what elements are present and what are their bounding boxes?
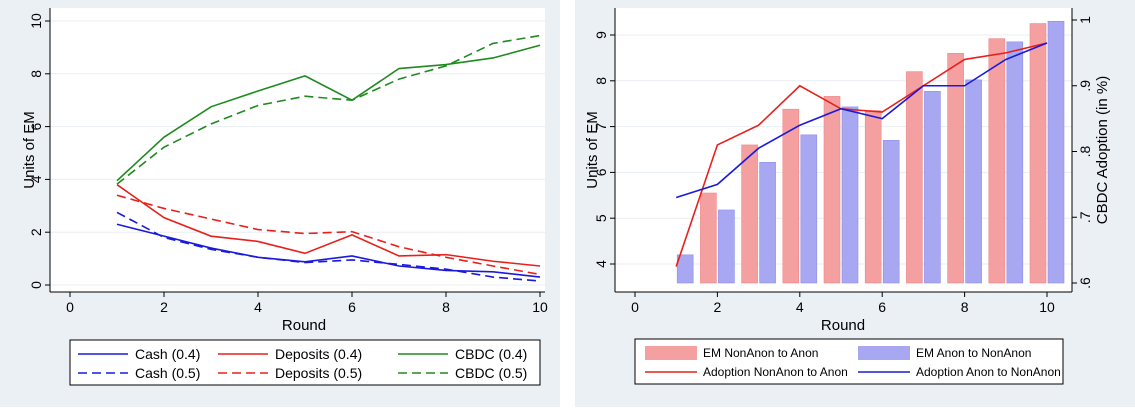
y-tick-label: 4 [593, 260, 609, 268]
y-tick-label: 0 [28, 281, 44, 289]
plot-area [50, 8, 545, 292]
legend-label: Cash (0.4) [135, 346, 200, 362]
bar [700, 192, 717, 284]
x-tick-label: 10 [532, 299, 548, 315]
x-tick-label: 4 [254, 299, 262, 315]
x-axis-label: Round [821, 317, 865, 334]
legend-label: EM Anon to NonAnon [916, 346, 1031, 360]
bar [718, 209, 735, 284]
legend-label: EM NonAnon to Anon [703, 346, 818, 360]
y-tick-label: 10 [28, 13, 44, 29]
series-line [675, 42, 1048, 199]
bar [988, 38, 1006, 284]
series-line [116, 211, 541, 282]
y-tick-label: 6 [593, 168, 609, 176]
x-axis-label: Round [282, 317, 326, 334]
y-tick-label: 6 [28, 122, 44, 130]
y2-tick-label: .9 [1077, 80, 1093, 92]
bar [759, 162, 776, 284]
y2-axis-label: CBDC Adoption (in %) [1094, 76, 1111, 224]
legend-box [69, 339, 541, 386]
series-line [116, 44, 541, 182]
x-tick-label: 2 [714, 299, 722, 315]
bar [924, 91, 941, 284]
bar [947, 53, 964, 284]
legend-label: Deposits (0.4) [275, 346, 362, 362]
bar [882, 140, 900, 284]
y2-tick-label: .7 [1077, 211, 1093, 223]
legend-label: Adoption Anon to NonAnon [916, 365, 1061, 379]
bar [1029, 23, 1047, 284]
series-line [116, 34, 541, 185]
x-tick-label: 4 [796, 299, 804, 315]
series-line [116, 184, 541, 267]
bar [906, 71, 923, 284]
y2-tick-label: .8 [1077, 145, 1093, 157]
series-line [675, 42, 1048, 267]
bar [1047, 20, 1065, 284]
left-chart-panel: 0 2 4 6 8 10 0 2 4 6 8 10 Round Units of EM Cash (0.4)… [0, 0, 560, 407]
x-tick-label: 8 [961, 299, 969, 315]
right-chart-panel: 4 5 6 7 8 9.6.7.8.9 1 0 2 4 6 8 10 Round Units of EM CB… [575, 0, 1135, 407]
bar [676, 254, 694, 284]
y-axis-label: Units of EM [584, 111, 601, 189]
series-line [116, 223, 541, 278]
legend-box [634, 338, 1064, 385]
x-tick-label: 8 [442, 299, 450, 315]
x-tick-label: 0 [631, 299, 639, 315]
left-chart: 0 2 4 6 8 10 0 2 4 6 8 10 Round Units of EM Cash (0.4)… [21, 8, 548, 386]
x-tick-label: 2 [160, 299, 168, 315]
y-tick-label: 8 [28, 70, 44, 78]
y2-tick-label: .6 [1077, 277, 1093, 289]
x-tick-label: 0 [66, 299, 74, 315]
bar [782, 108, 800, 284]
legend-label: CBDC (0.4) [455, 346, 527, 362]
bar [741, 144, 758, 284]
y-tick-label: 2 [28, 228, 44, 236]
x-tick-label: 6 [348, 299, 356, 315]
y-axis-label: Units of EM [21, 111, 38, 189]
y-tick-label: 4 [28, 175, 44, 183]
y-tick-label: 7 [593, 122, 609, 130]
bar [1006, 41, 1024, 284]
y2-tick-label: 1 [1077, 16, 1093, 24]
legend-label: Deposits (0.5) [275, 365, 362, 381]
series-line [116, 194, 541, 276]
legend-label: CBDC (0.5) [455, 365, 527, 381]
y-tick-label: 9 [593, 31, 609, 39]
legend-swatch [645, 346, 697, 360]
x-tick-label: 6 [878, 299, 886, 315]
bar [823, 96, 841, 284]
legend-label: Adoption NonAnon to Anon [703, 365, 848, 379]
y-tick-label: 5 [593, 214, 609, 222]
x-tick-label: 10 [1039, 299, 1055, 315]
y-tick-label: 8 [593, 77, 609, 85]
legend-label: Cash (0.5) [135, 365, 200, 381]
bar [841, 106, 859, 284]
legend-swatch [858, 346, 910, 360]
bar [864, 110, 882, 284]
bar [965, 79, 982, 284]
bar [800, 134, 818, 284]
